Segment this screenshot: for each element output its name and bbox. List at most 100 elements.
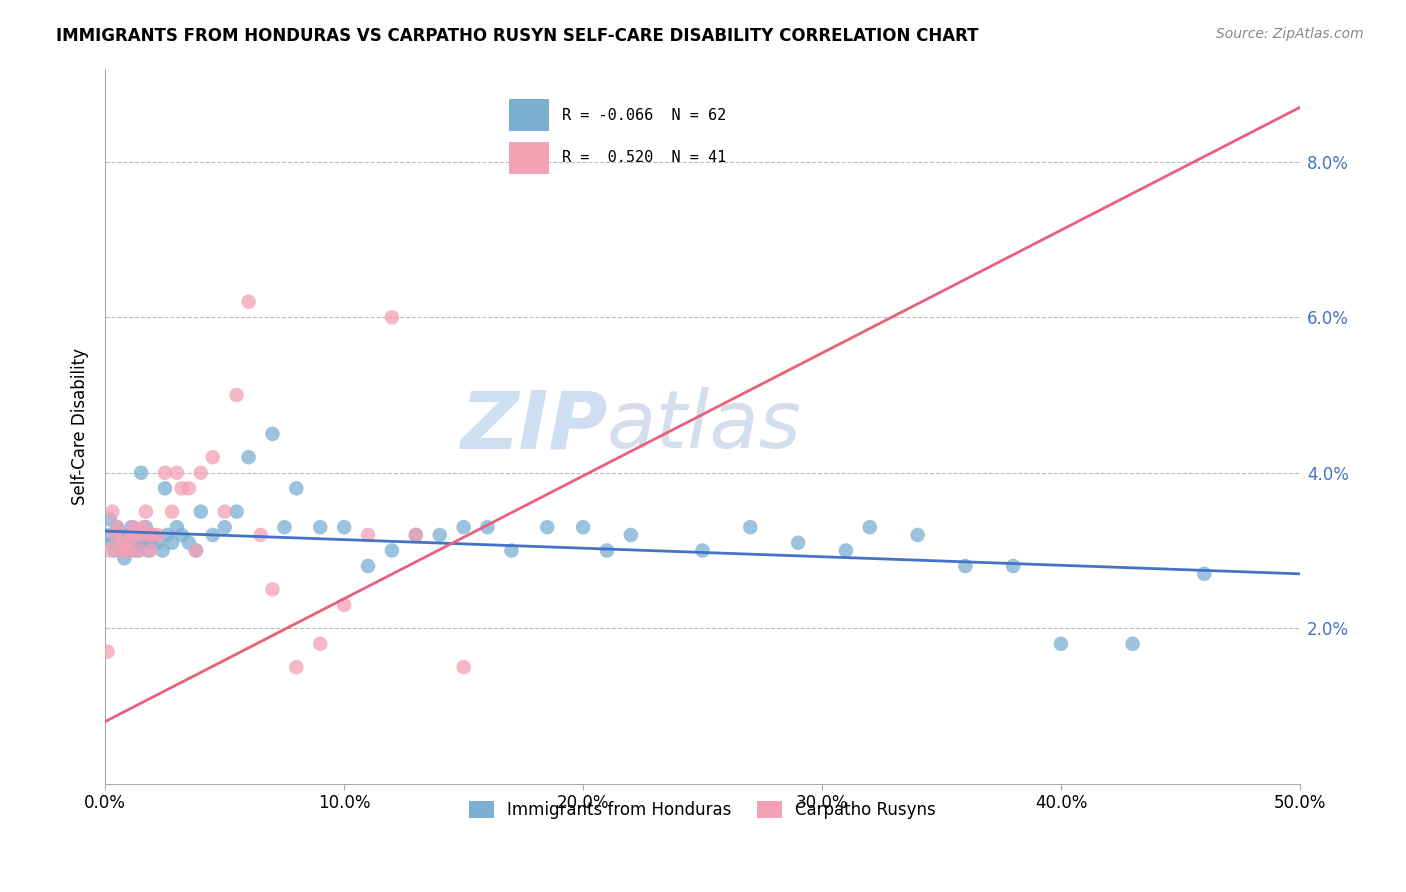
Point (405, 528, 427, 542)
Point (118, 543, 141, 558)
Point (273, 520, 295, 534)
Point (98, 512, 121, 526)
Point (122, 520, 145, 534)
Point (405, 528, 427, 542)
Point (177, 481, 200, 495)
Point (136, 528, 159, 542)
Point (121, 520, 143, 534)
Point (225, 505, 247, 519)
Point (201, 450, 224, 465)
Point (262, 582, 284, 597)
Point (108, 528, 131, 542)
Point (214, 505, 236, 519)
Point (184, 543, 207, 558)
Point (201, 528, 224, 542)
Point (501, 543, 523, 558)
Point (955, 559, 977, 574)
Point (111, 543, 134, 558)
Point (262, 426, 284, 441)
Point (620, 528, 643, 542)
Point (190, 466, 212, 480)
Point (142, 528, 165, 542)
Point (1050, 637, 1073, 651)
Point (859, 520, 882, 534)
Point (184, 543, 207, 558)
Point (835, 543, 858, 558)
Point (128, 543, 150, 558)
Point (381, 310, 404, 325)
Point (166, 466, 188, 480)
Point (105, 520, 128, 534)
Point (132, 535, 155, 549)
Point (238, 450, 260, 465)
Point (153, 466, 176, 480)
Point (132, 520, 155, 534)
Point (170, 528, 193, 542)
Point (129, 528, 152, 542)
Point (477, 520, 499, 534)
Point (136, 543, 159, 558)
Point (108, 543, 131, 558)
Point (285, 481, 308, 495)
Point (225, 388, 247, 402)
Point (101, 535, 124, 549)
Point (139, 535, 162, 549)
Point (190, 505, 212, 519)
Point (692, 543, 714, 558)
Point (238, 294, 260, 309)
Point (129, 528, 152, 542)
Text: ZIP: ZIP (460, 387, 607, 465)
Point (129, 466, 152, 480)
Point (453, 520, 475, 534)
Point (115, 535, 138, 549)
Point (357, 528, 380, 542)
Point (1122, 637, 1144, 651)
Point (160, 505, 183, 519)
Point (98, 543, 121, 558)
Point (118, 528, 141, 542)
Point (142, 528, 165, 542)
Point (112, 543, 135, 558)
Point (787, 535, 810, 549)
Point (146, 528, 169, 542)
Y-axis label: Self-Care Disability: Self-Care Disability (72, 348, 89, 505)
Point (536, 520, 558, 534)
Point (907, 528, 929, 542)
Point (740, 520, 762, 534)
Point (152, 543, 174, 558)
Legend: Immigrants from Honduras, Carpatho Rusyns: Immigrants from Honduras, Carpatho Rusyn… (463, 794, 942, 825)
Point (309, 520, 332, 534)
Point (105, 520, 128, 534)
Point (115, 535, 138, 549)
Point (146, 535, 169, 549)
Point (125, 535, 148, 549)
Point (596, 543, 619, 558)
Point (139, 543, 162, 558)
Point (156, 528, 179, 542)
Point (121, 528, 143, 542)
Point (128, 543, 150, 558)
Point (112, 551, 135, 566)
Point (429, 528, 451, 542)
Point (177, 535, 200, 549)
Point (97, 644, 120, 658)
Point (249, 528, 271, 542)
Point (170, 481, 193, 495)
Point (333, 520, 356, 534)
Point (381, 543, 404, 558)
Point (101, 505, 124, 519)
Point (333, 598, 356, 612)
Text: IMMIGRANTS FROM HONDURAS VS CARPATHO RUSYN SELF-CARE DISABILITY CORRELATION CHAR: IMMIGRANTS FROM HONDURAS VS CARPATHO RUS… (56, 27, 979, 45)
Point (160, 535, 183, 549)
Point (104, 543, 127, 558)
Point (135, 505, 157, 519)
Point (1002, 559, 1025, 574)
Text: atlas: atlas (607, 387, 801, 465)
Point (111, 535, 134, 549)
Point (453, 660, 475, 674)
Point (357, 559, 380, 574)
Point (309, 637, 332, 651)
Point (1194, 566, 1216, 581)
Point (135, 520, 157, 534)
Point (166, 520, 188, 534)
